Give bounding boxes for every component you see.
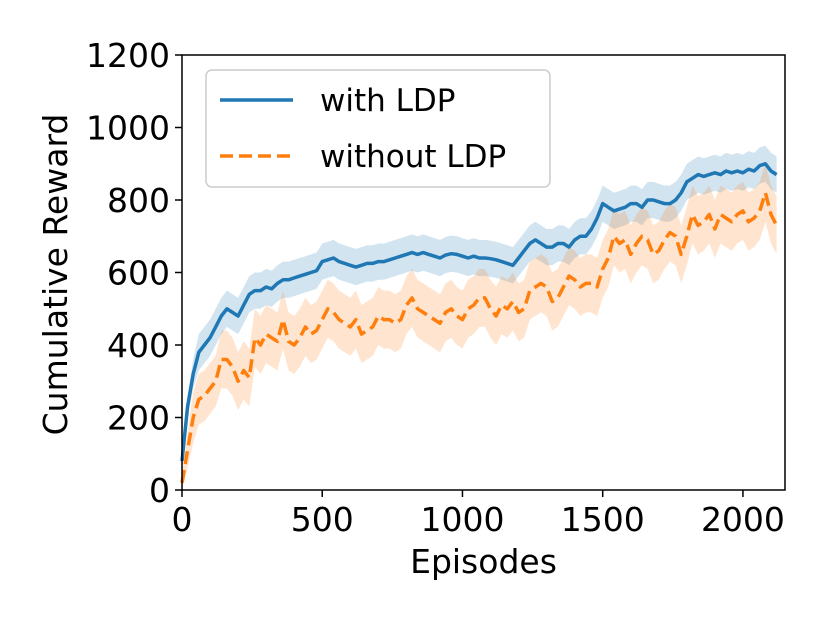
y-tick-label: 400	[107, 326, 170, 365]
y-tick-label: 600	[107, 254, 170, 293]
confidence-bands	[182, 145, 777, 491]
x-tick-label: 0	[172, 500, 193, 539]
series-lines	[180, 162, 779, 484]
x-tick-label: 1000	[420, 500, 504, 539]
x-axis-ticks: 0 500 1000 1500 2000	[172, 490, 785, 539]
x-axis-title: Episodes	[410, 542, 557, 581]
y-axis-title: Cumulative Reward	[36, 114, 75, 436]
confidence-band-with-ldp	[182, 145, 777, 472]
y-tick-label: 200	[107, 399, 170, 438]
y-tick-label: 800	[107, 181, 170, 220]
x-tick-label: 1500	[561, 500, 645, 539]
legend-label-without-ldp: without LDP	[320, 139, 506, 175]
legend-label-with-ldp: with LDP	[320, 83, 455, 119]
x-tick-label: 500	[291, 500, 354, 539]
series-line-without-ldp	[180, 191, 779, 484]
y-axis-ticks: 0 200 400 600 800 1000 1200	[86, 36, 182, 510]
y-tick-label: 0	[149, 471, 170, 510]
y-tick-label: 1000	[86, 109, 170, 148]
x-tick-label: 2000	[701, 500, 785, 539]
legend: with LDP without LDP	[205, 69, 551, 188]
series-line-with-ldp	[180, 162, 778, 462]
y-tick-label: 1200	[86, 36, 170, 75]
confidence-band-without-ldp	[182, 163, 777, 491]
